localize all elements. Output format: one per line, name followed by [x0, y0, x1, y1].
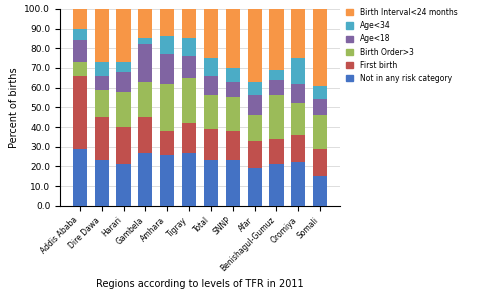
Bar: [72, 76, 87, 149]
Bar: [116, 9, 130, 62]
Bar: [182, 38, 196, 56]
Bar: [72, 62, 87, 76]
Bar: [291, 84, 306, 103]
Bar: [138, 117, 152, 153]
Bar: [248, 168, 262, 206]
Bar: [94, 161, 109, 206]
Bar: [226, 161, 240, 206]
Bar: [182, 123, 196, 153]
Bar: [204, 76, 218, 96]
Bar: [291, 135, 306, 163]
Bar: [270, 80, 283, 96]
Bar: [313, 176, 328, 206]
Bar: [160, 36, 174, 54]
Bar: [160, 155, 174, 206]
Bar: [270, 9, 283, 70]
Bar: [313, 115, 328, 149]
Y-axis label: Percent of births: Percent of births: [9, 67, 19, 148]
Bar: [94, 62, 109, 76]
Bar: [248, 96, 262, 115]
Bar: [248, 141, 262, 168]
Bar: [72, 149, 87, 206]
Bar: [182, 153, 196, 206]
Bar: [313, 149, 328, 176]
Bar: [313, 9, 328, 86]
Bar: [270, 96, 283, 139]
Bar: [182, 56, 196, 78]
Bar: [248, 82, 262, 96]
Bar: [138, 82, 152, 117]
Bar: [248, 9, 262, 82]
Bar: [226, 82, 240, 98]
Bar: [204, 9, 218, 58]
Bar: [313, 99, 328, 115]
Legend: Birth Interval<24 months, Age<34, Age<18, Birth Order>3, First birth, Not in any: Birth Interval<24 months, Age<34, Age<18…: [343, 5, 460, 86]
Bar: [138, 38, 152, 44]
Bar: [291, 103, 306, 135]
Bar: [116, 62, 130, 72]
Bar: [248, 115, 262, 141]
Bar: [226, 131, 240, 161]
Bar: [204, 161, 218, 206]
Bar: [204, 58, 218, 76]
Bar: [72, 29, 87, 40]
Bar: [160, 9, 174, 36]
Bar: [160, 131, 174, 155]
Bar: [138, 9, 152, 38]
Bar: [270, 139, 283, 164]
Bar: [94, 76, 109, 90]
Bar: [160, 84, 174, 131]
Bar: [313, 86, 328, 99]
Bar: [204, 96, 218, 129]
Bar: [138, 44, 152, 82]
Bar: [116, 127, 130, 164]
Bar: [291, 9, 306, 58]
Bar: [116, 72, 130, 91]
Bar: [116, 91, 130, 127]
Bar: [204, 129, 218, 161]
Bar: [291, 163, 306, 206]
Bar: [270, 164, 283, 206]
Bar: [270, 70, 283, 80]
Bar: [94, 90, 109, 117]
Bar: [182, 78, 196, 123]
Bar: [116, 164, 130, 206]
Bar: [72, 40, 87, 62]
Bar: [72, 9, 87, 29]
Bar: [226, 9, 240, 68]
Bar: [226, 97, 240, 131]
X-axis label: Regions according to levels of TFR in 2011: Regions according to levels of TFR in 20…: [96, 279, 304, 289]
Bar: [291, 58, 306, 84]
Bar: [182, 9, 196, 38]
Bar: [94, 117, 109, 161]
Bar: [138, 153, 152, 206]
Bar: [160, 54, 174, 84]
Bar: [94, 9, 109, 62]
Bar: [226, 68, 240, 82]
